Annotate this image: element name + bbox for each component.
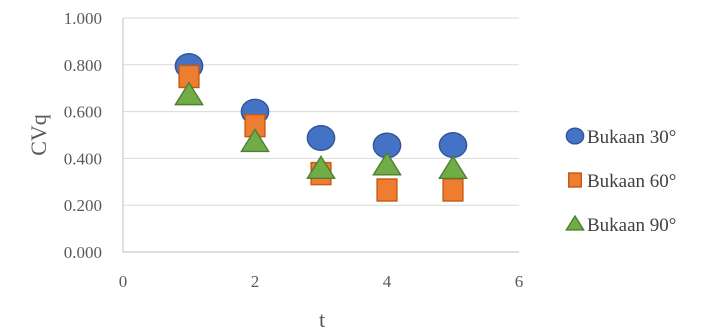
data-point <box>438 155 468 180</box>
data-point <box>372 151 402 176</box>
x-axis-ticks: 0 2 4 6 <box>119 272 524 291</box>
y-tick-label: 0.000 <box>64 243 102 262</box>
triangle-marker-icon <box>565 214 585 231</box>
legend-item: Bukaan 90° <box>565 214 676 236</box>
y-tick-label: 0.400 <box>64 149 102 168</box>
x-tick-label: 2 <box>251 272 260 291</box>
legend: Bukaan 30° Bukaan 60° Bukaan 90° <box>565 127 676 236</box>
y-tick-label: 0.200 <box>64 196 102 215</box>
y-tick-label: 0.600 <box>64 103 102 122</box>
legend-label: Bukaan 90° <box>587 215 676 236</box>
x-tick-label: 6 <box>515 272 524 291</box>
y-axis-title: CVq <box>26 114 51 156</box>
x-tick-label: 0 <box>119 272 128 291</box>
x-tick-label: 4 <box>383 272 392 291</box>
y-axis-ticks: 0.000 0.200 0.400 0.600 0.800 1.000 <box>64 9 102 262</box>
data-point <box>442 178 464 202</box>
data-point <box>306 155 336 180</box>
data-point <box>438 132 468 159</box>
data-point <box>306 125 336 152</box>
square-marker-icon <box>568 172 583 188</box>
data-point <box>376 178 398 202</box>
data-points <box>174 52 468 202</box>
x-axis-title: t <box>319 307 325 329</box>
data-point <box>240 128 270 153</box>
y-tick-label: 0.800 <box>64 56 102 75</box>
legend-item: Bukaan 60° <box>568 171 676 192</box>
legend-label: Bukaan 60° <box>587 171 676 192</box>
data-point <box>174 81 204 106</box>
legend-label: Bukaan 30° <box>587 127 676 148</box>
legend-item: Bukaan 30° <box>565 127 676 148</box>
circle-marker-icon <box>565 127 585 145</box>
y-tick-label: 1.000 <box>64 9 102 28</box>
